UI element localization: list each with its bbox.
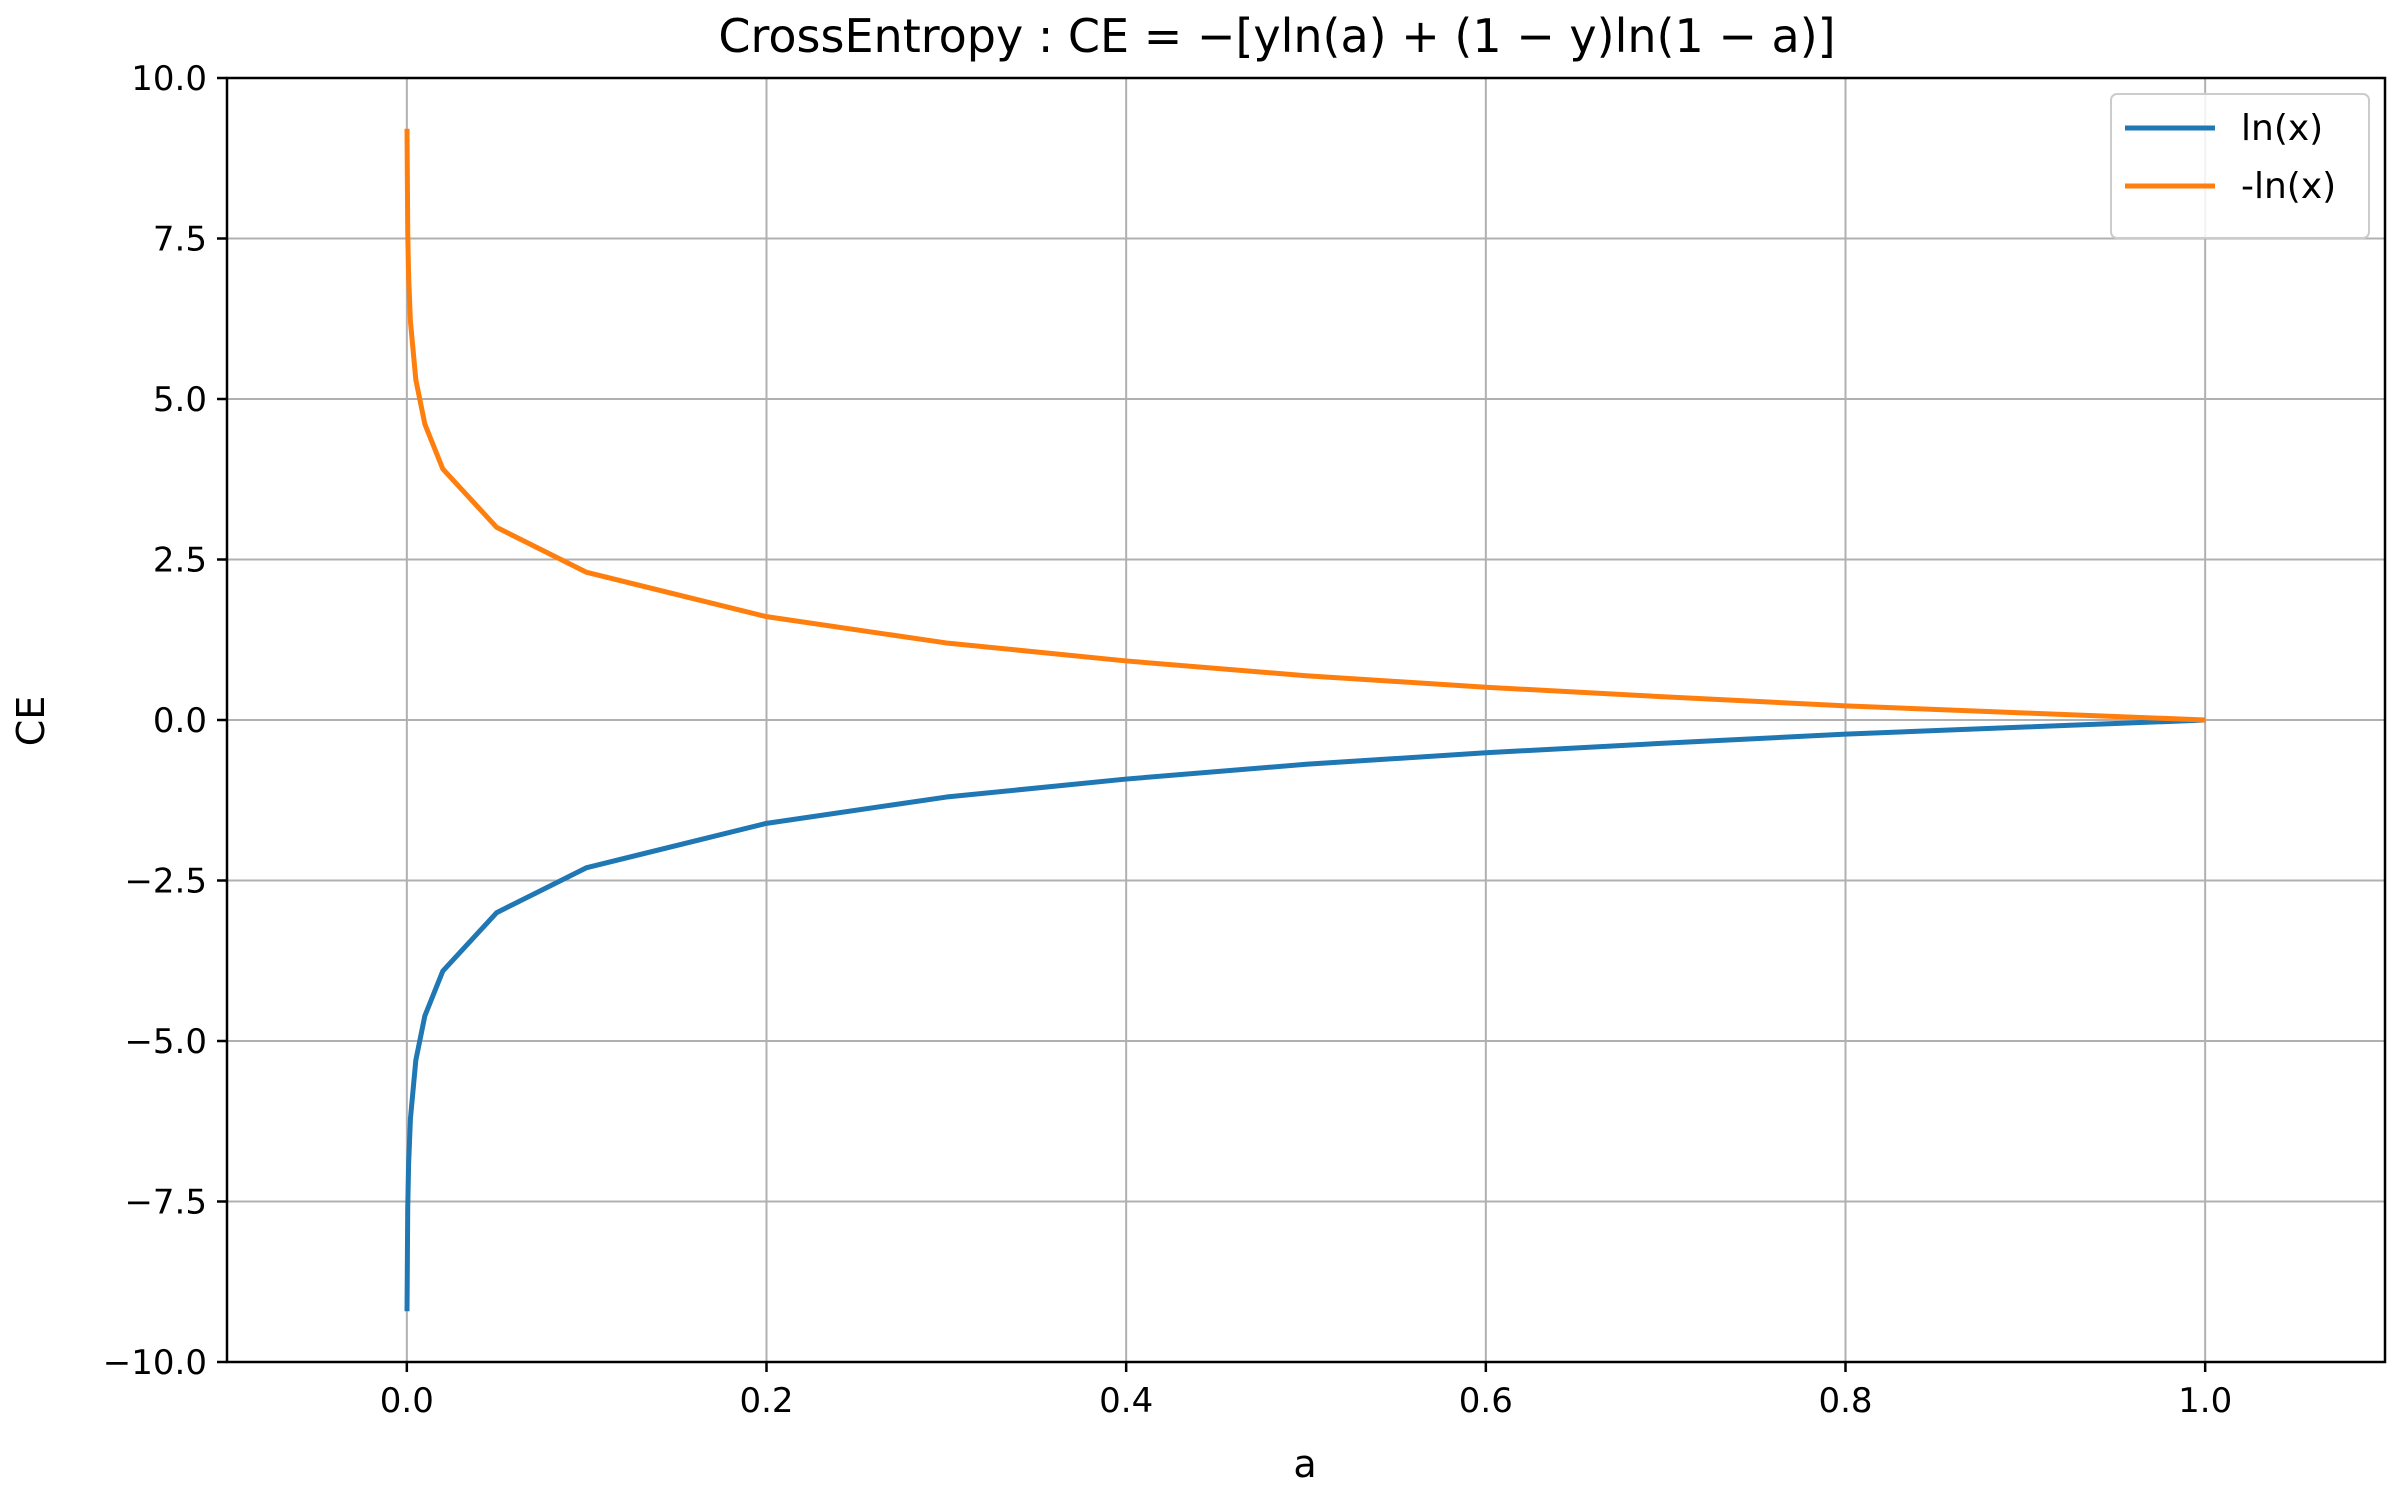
y-tick-label: 0.0 xyxy=(153,701,207,741)
legend-label: ln(x) xyxy=(2241,108,2323,149)
x-tick-label: 0.2 xyxy=(739,1381,793,1421)
y-tick-label: 10.0 xyxy=(131,59,207,99)
x-tick-label: 0.0 xyxy=(380,1381,434,1421)
x-tick-label: 0.8 xyxy=(1818,1381,1872,1421)
y-tick-label: 7.5 xyxy=(153,220,207,260)
legend: ln(x) -ln(x) xyxy=(2110,93,2370,239)
y-tick-label: −10.0 xyxy=(103,1343,207,1383)
series-lines xyxy=(404,128,2206,1312)
series-line-2 xyxy=(404,128,2206,723)
axis-ticks: 0.0 0.2 0.4 0.6 0.8 1.0 10.0 7.5 5.0 2.5 0.0 −2.5 −5… xyxy=(103,59,2232,1421)
y-tick-label: 2.5 xyxy=(153,541,207,581)
x-tick-label: 0.6 xyxy=(1459,1381,1513,1421)
x-axis-label: a xyxy=(1293,1442,1316,1486)
y-axis-label: CE xyxy=(9,696,53,747)
legend-label: -ln(x) xyxy=(2241,166,2336,207)
y-tick-label: −5.0 xyxy=(124,1022,207,1062)
y-tick-label: −7.5 xyxy=(124,1183,207,1223)
y-tick-label: 5.0 xyxy=(153,380,207,420)
x-tick-label: 1.0 xyxy=(2178,1381,2232,1421)
y-tick-label: −2.5 xyxy=(124,862,207,902)
series-line-1 xyxy=(404,717,2206,1312)
chart-title: CrossEntropy : CE = −[yln(a) + (1 − y)ln… xyxy=(718,9,1835,63)
grid-lines xyxy=(227,77,2385,1363)
x-tick-label: 0.4 xyxy=(1099,1381,1153,1421)
